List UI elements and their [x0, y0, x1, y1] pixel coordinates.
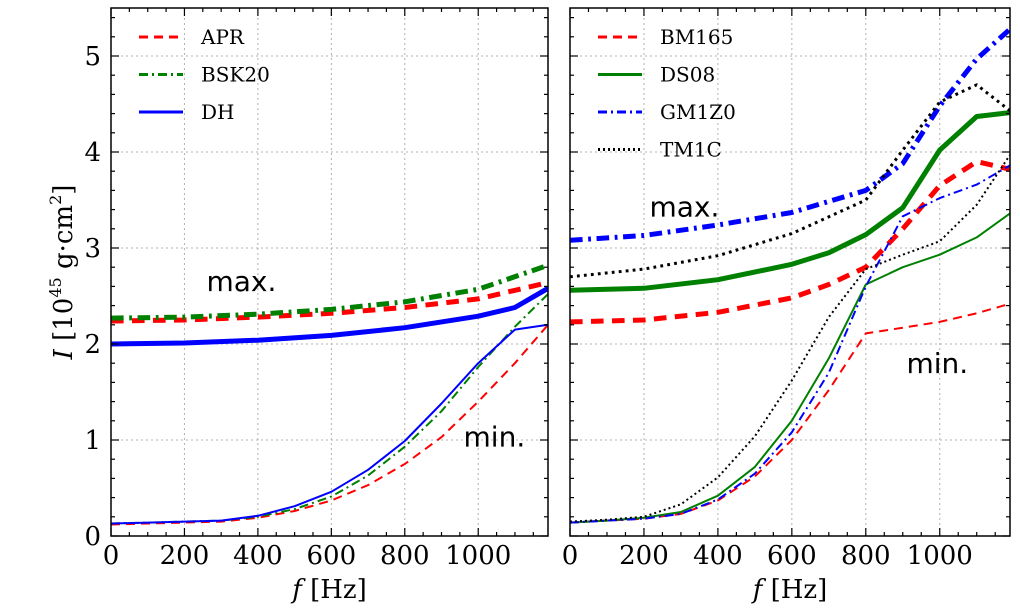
ticks	[569, 8, 1010, 537]
x-tick-label: 400	[693, 541, 743, 571]
x-axis-label: f [Hz]	[290, 575, 367, 605]
series-line	[111, 323, 548, 525]
legend-label: DS08	[660, 63, 715, 87]
grid	[111, 8, 548, 536]
x-tick-label: 1000	[907, 541, 973, 571]
x-tick-label: 1000	[445, 541, 511, 571]
annotation: max.	[649, 190, 719, 223]
legend-label: DH	[201, 100, 234, 124]
x-tick-label: 400	[233, 541, 283, 571]
series-group	[570, 27, 1010, 524]
x-tick-label: 800	[841, 541, 891, 571]
x-tick-label: 600	[307, 541, 357, 571]
x-tick-label: 0	[562, 541, 579, 571]
annotation: min.	[906, 347, 968, 380]
x-tick-label: 600	[767, 541, 817, 571]
series-group	[111, 262, 548, 526]
series-line	[111, 286, 548, 347]
y-tick-label: 4	[84, 138, 101, 168]
legend: APR BSK20 DH	[139, 25, 270, 124]
y-tick-label: 2	[84, 330, 101, 360]
plot-frame	[569, 7, 1011, 537]
legend-label: TM1C	[660, 138, 722, 162]
x-tick-label: 200	[619, 541, 669, 571]
x-tick-label: 0	[103, 541, 120, 571]
series-line	[111, 262, 548, 321]
panel-right: 0 200 400 600 800 1000 f [Hz] BM165 DS08 GM1Z0 TM1…	[562, 7, 1011, 605]
series-line	[570, 27, 1010, 243]
legend-label: BM165	[660, 25, 733, 49]
ticks	[110, 8, 548, 537]
y-tick-label: 1	[84, 426, 101, 456]
series-line	[570, 154, 1010, 523]
series-line	[111, 293, 548, 525]
series-line	[111, 280, 548, 324]
y-axis-label: I [1045 g·cm2]	[46, 185, 79, 361]
annotation: min.	[464, 421, 526, 454]
series-line	[570, 110, 1010, 293]
series-line	[570, 159, 1010, 325]
annotation: max.	[206, 265, 276, 298]
series-line	[570, 212, 1010, 524]
legend-label: GM1Z0	[660, 100, 736, 124]
x-tick-label: 800	[380, 541, 430, 571]
plot-frame	[110, 7, 549, 537]
panel-left: 0 200 400 600 800 1000 0 1 2 3 4 5 f [Hz] I [1045 g·c…	[46, 7, 549, 605]
y-tick-label: 0	[84, 522, 101, 552]
x-tick-label: 200	[160, 541, 210, 571]
y-tick-label: 5	[84, 42, 101, 72]
legend-label: APR	[200, 25, 245, 49]
y-tick-label: 3	[84, 234, 101, 264]
legend-label: BSK20	[201, 63, 270, 87]
x-axis-label: f [Hz]	[751, 575, 828, 605]
series-line	[570, 83, 1010, 279]
series-line	[570, 302, 1010, 524]
grid	[570, 8, 1010, 536]
series-line	[570, 164, 1010, 524]
legend: BM165 DS08 GM1Z0 TM1C	[598, 25, 736, 162]
